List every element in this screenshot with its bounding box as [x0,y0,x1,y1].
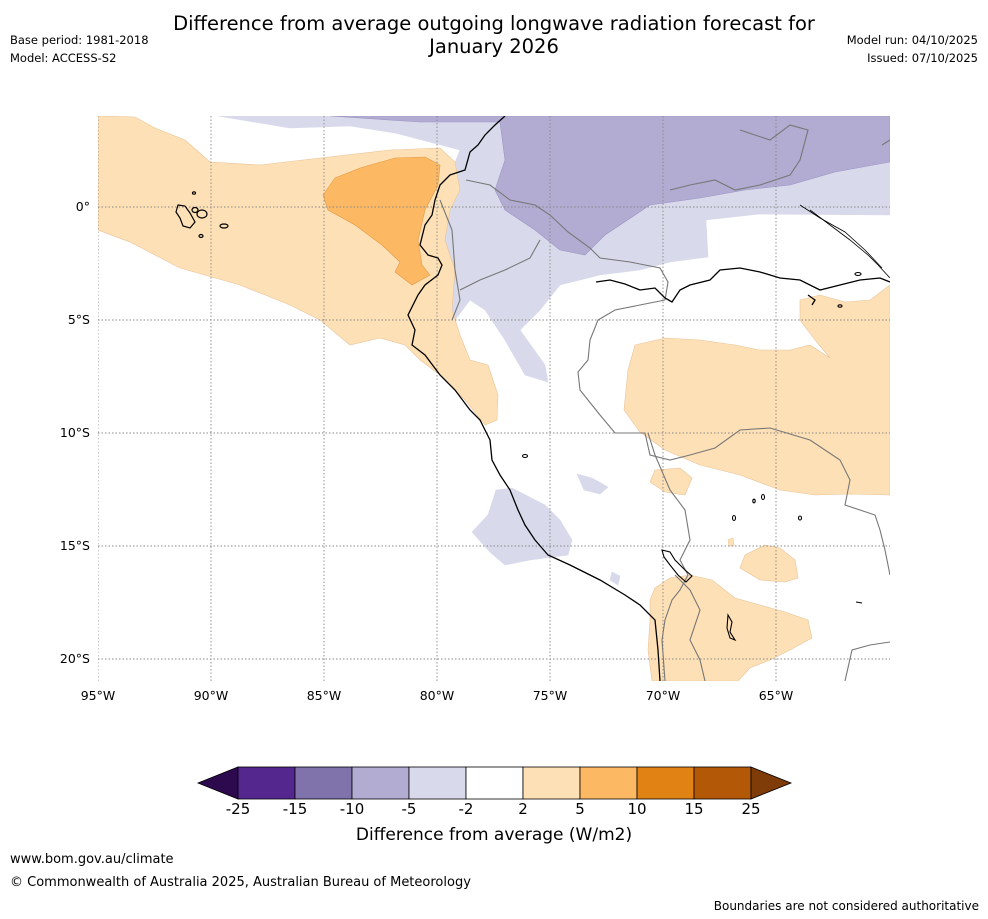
cb-tick-p10: 10 [627,800,647,818]
border-venezuela-colombia [669,124,809,191]
map-title-line2: January 2026 [429,35,559,58]
map-title: Difference from average outgoing longwav… [0,12,988,58]
base-period: Base period: 1981-2018 [10,33,149,47]
graticule [98,116,890,681]
footer-copyright: © Commonwealth of Australia 2025, Austra… [10,875,471,890]
cb-tick-m25: -25 [225,800,251,818]
lon-label-80w: 80°W [419,688,455,703]
isla-santa-cruz [196,209,208,219]
border-ecuador [439,199,461,321]
coastline-pacific [407,116,661,681]
lat-label-10s: 10°S [59,425,90,440]
footer-url: www.bom.gov.au/climate [10,852,174,867]
border-bolivia-argentina [674,574,706,681]
small-river [855,601,863,604]
lon-label-65w: 65°W [758,688,794,703]
cb-tick-m5: -5 [401,800,417,818]
coastal-island-1 [854,271,862,277]
coastlines [407,116,890,681]
coastline-amazon-delta [595,267,890,303]
issued-date: Issued: 07/10/2025 [867,51,978,65]
small-lake-1 [760,493,766,501]
salt-flat [726,613,737,642]
isla-pinta [191,191,197,195]
meta-right: Model run: 04/10/2025 Issued: 07/10/2025 [847,31,978,67]
model-name: Model: ACCESS-S2 [10,51,117,65]
isla-santiago [191,206,199,214]
galapagos-islands [175,191,229,239]
isla-floreana [198,233,204,239]
small-lake-2 [752,498,756,504]
cb-tick-p15: 15 [684,800,704,818]
isla-san-cristobal [219,223,229,229]
border-peru-bolivia-chile [647,432,691,681]
lon-label-90w: 90°W [193,688,229,703]
colorbar-title: Difference from average (W/m2) [355,825,633,845]
lake-titicaca [661,549,693,583]
lat-label-5s: 5°S [67,312,90,327]
lon-label-70w: 70°W [645,688,681,703]
small-island [521,453,529,459]
map-area [98,116,890,681]
lon-label-85w: 85°W [306,688,342,703]
positive-anomaly-medium [322,156,441,286]
cb-tick-m2: -2 [458,800,474,818]
cb-tick-m15: -15 [282,800,308,818]
border-ecuador-peru [459,239,541,291]
lat-label-0: 0° [75,199,90,214]
rivers [799,204,890,279]
cb-tick-p5: 5 [575,800,585,818]
border-peru-brazil-bolivia [577,299,890,576]
lat-label-20s: 20°S [59,651,90,666]
lon-label-75w: 75°W [532,688,568,703]
negative-anomaly-medium [329,116,890,256]
border-brazil-paraguay [844,641,890,681]
meta-left: Base period: 1981-2018 Model: ACCESS-S2 [10,31,149,67]
lat-label-15s: 15°S [59,538,90,553]
coastline-marajo [807,294,816,306]
model-run: Model run: 04/10/2025 [846,33,978,47]
river-outline-1 [809,209,890,279]
cb-tick-p25: 25 [741,800,761,818]
coastal-island-2 [837,304,843,308]
lake-and-small-features [521,271,863,642]
isla-isabela [175,204,196,229]
border-guyana [881,139,890,146]
cb-tick-p2: 2 [518,800,528,818]
map-title-line1: Difference from average outgoing longwav… [173,12,815,35]
footer-disclaimer: Boundaries are not considered authoritat… [713,899,979,913]
small-lake-4 [797,515,803,521]
river-outline-2 [799,204,883,269]
cb-tick-m10: -10 [339,800,365,818]
lon-label-95w: 95°W [80,688,116,703]
border-colombia-peru [465,179,669,301]
country-borders [439,124,890,681]
small-lake-3 [731,514,737,522]
